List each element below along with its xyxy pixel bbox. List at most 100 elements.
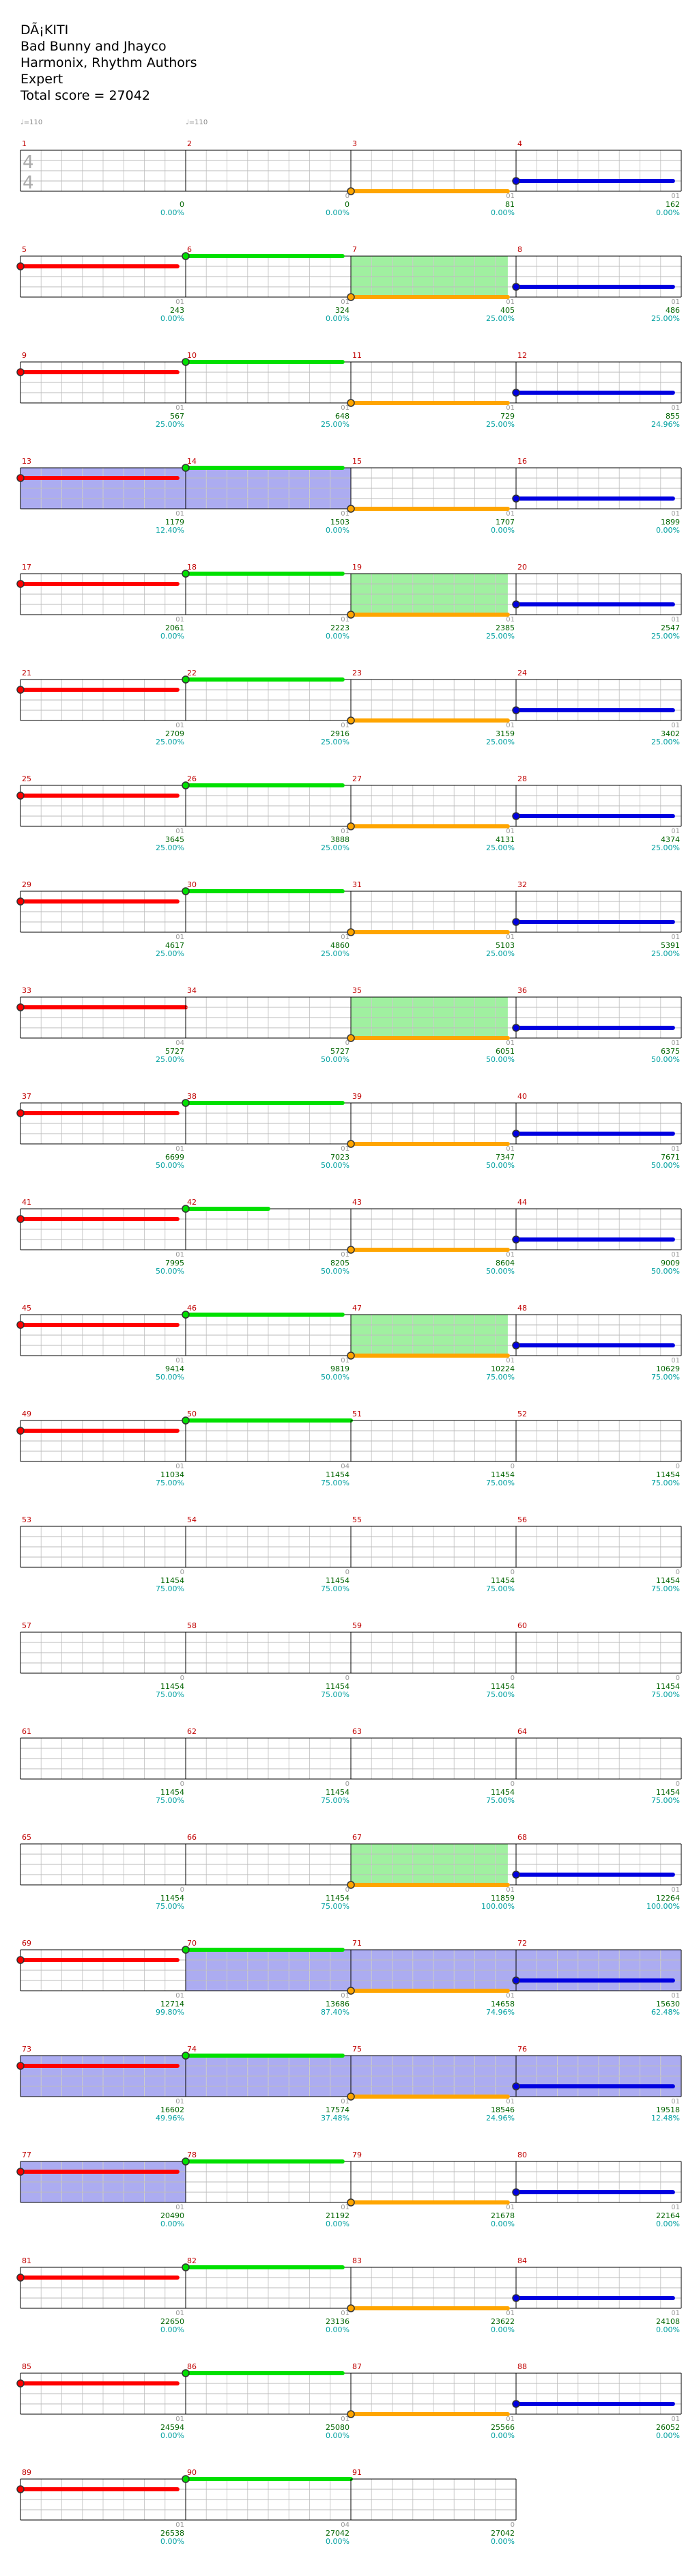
measure-number: 36 bbox=[517, 986, 527, 995]
gem-count: 0 bbox=[675, 1569, 680, 1576]
overdrive-percent: 0.00% bbox=[656, 2431, 680, 2440]
measure-number: 38 bbox=[187, 1092, 197, 1101]
measure-number: 35 bbox=[352, 986, 362, 995]
measure-number: 67 bbox=[352, 1833, 362, 1842]
gem-count: 04 bbox=[341, 2521, 350, 2529]
gem-count: 01 bbox=[341, 2204, 350, 2211]
measure-score: 11034 bbox=[160, 1470, 184, 1479]
measure-score: 2709 bbox=[165, 729, 184, 738]
measure-score: 11454 bbox=[326, 1576, 350, 1585]
staff bbox=[16, 2475, 517, 2521]
gem-count: 01 bbox=[175, 616, 184, 624]
note-gem bbox=[512, 918, 520, 926]
staff bbox=[16, 1416, 682, 1462]
measure-number: 47 bbox=[352, 1304, 362, 1313]
note-gem bbox=[16, 262, 25, 270]
gem-count: 0 bbox=[675, 1675, 680, 1682]
measure-score: 7023 bbox=[330, 1153, 350, 1162]
gem-count: 01 bbox=[175, 828, 184, 835]
chart-authors: Harmonix, Rhythm Authors bbox=[20, 55, 197, 70]
measure-number: 74 bbox=[187, 2045, 197, 2054]
measure-number: 49 bbox=[22, 1410, 31, 1418]
measure-number: 79 bbox=[352, 2151, 362, 2159]
measure-score: 24108 bbox=[656, 2317, 680, 2326]
measure-row: 29 01 4617 25.00% 30 01 4860 25.00% 31 01 5103 25.0… bbox=[16, 880, 683, 988]
measure-number: 15 bbox=[352, 457, 362, 466]
measure-number: 24 bbox=[517, 669, 527, 677]
gem-count: 01 bbox=[671, 1992, 680, 2000]
measure-number: 12 bbox=[517, 351, 527, 360]
note-gem bbox=[16, 1427, 25, 1435]
overdrive-percent: 50.00% bbox=[156, 1373, 184, 1382]
measure-score: 22650 bbox=[160, 2317, 184, 2326]
measure-number: 13 bbox=[22, 457, 31, 466]
gem-count: 0 bbox=[510, 1463, 515, 1470]
measure-number: 84 bbox=[517, 2256, 527, 2265]
gem-count: 0 bbox=[510, 1780, 515, 1788]
overdrive-percent: 75.00% bbox=[486, 1690, 515, 1699]
note-gem bbox=[182, 252, 190, 260]
note-gem bbox=[182, 570, 190, 578]
gem-count: 01 bbox=[175, 404, 184, 412]
gem-count: 0 bbox=[180, 1780, 184, 1788]
measure-row: 9 01 567 25.00% 10 01 648 25.00% 11 01 729 25.00% 12… bbox=[16, 351, 683, 459]
measure-number: 81 bbox=[22, 2256, 31, 2265]
measure-score: 4860 bbox=[330, 941, 350, 950]
overdrive-percent: 50.00% bbox=[651, 1161, 680, 1170]
measure-score: 243 bbox=[170, 306, 184, 315]
measure-score: 405 bbox=[500, 306, 515, 315]
song-title: DÃ¡KITI bbox=[20, 23, 69, 38]
measure-number: 42 bbox=[187, 1198, 197, 1207]
overdrive-percent: 50.00% bbox=[321, 1373, 350, 1382]
note-gem bbox=[347, 822, 355, 830]
staff bbox=[20, 1526, 682, 1568]
overdrive-percent: 0.00% bbox=[491, 2537, 515, 2546]
measure-row: 13 01 1179 12.40% 14 01 1503 0.00% 15 01 1707 0.00%… bbox=[16, 457, 683, 565]
measure-score: 6051 bbox=[496, 1047, 515, 1056]
measure-row: 41 01 7995 50.00% 42 01 8205 50.00% 43 01 8604 50.0… bbox=[16, 1198, 683, 1306]
overdrive-percent: 25.00% bbox=[651, 843, 680, 852]
difficulty-label: Expert bbox=[20, 72, 63, 87]
staff bbox=[16, 2369, 682, 2418]
overdrive-percent: 0.00% bbox=[160, 2431, 184, 2440]
overdrive-percent: 0.00% bbox=[160, 2325, 184, 2334]
measure-score: 855 bbox=[666, 412, 680, 421]
measure-score: 486 bbox=[666, 306, 680, 315]
measure-number: 56 bbox=[517, 1515, 527, 1524]
staff bbox=[16, 1099, 682, 1148]
overdrive-percent: 75.00% bbox=[486, 1373, 515, 1382]
measure-number: 4 bbox=[517, 139, 522, 148]
gem-count: 0 bbox=[180, 1675, 184, 1682]
measure-number: 69 bbox=[22, 1939, 31, 1948]
measure-number: 91 bbox=[352, 2468, 362, 2477]
measure-score: 17574 bbox=[326, 2105, 350, 2114]
overdrive-percent: 75.00% bbox=[321, 1796, 350, 1805]
overdrive-percent: 62.48% bbox=[651, 2008, 680, 2017]
measure-row: 85 01 24594 0.00% 86 01 25080 0.00% 87 01 25566 0.0… bbox=[16, 2362, 683, 2470]
gem-count: 01 bbox=[175, 2416, 184, 2423]
measure-number: 90 bbox=[187, 2468, 197, 2477]
measure-number: 72 bbox=[517, 1939, 527, 1948]
measure-score: 162 bbox=[666, 200, 680, 209]
gem-count: 01 bbox=[175, 510, 184, 518]
overdrive-percent: 75.00% bbox=[156, 1796, 184, 1805]
measure-number: 89 bbox=[22, 2468, 31, 2477]
measure-number: 5 bbox=[22, 245, 27, 254]
overdrive-percent: 50.00% bbox=[651, 1055, 680, 1064]
overdrive-percent: 25.00% bbox=[486, 843, 515, 852]
overdrive-percent: 75.00% bbox=[321, 1479, 350, 1487]
gem-count: 01 bbox=[175, 1992, 184, 2000]
gem-count: 01 bbox=[175, 1145, 184, 1153]
gem-count: 0 bbox=[180, 1886, 184, 1894]
gem-count: 0 bbox=[510, 1569, 515, 1576]
measure-number: 40 bbox=[517, 1092, 527, 1101]
gem-count: 0 bbox=[675, 1780, 680, 1788]
gem-count: 01 bbox=[341, 1251, 350, 1259]
overdrive-percent: 0.00% bbox=[160, 208, 184, 217]
measure-number: 26 bbox=[187, 774, 197, 783]
gem-count: 01 bbox=[671, 722, 680, 729]
measure-score: 22164 bbox=[656, 2211, 680, 2220]
total-score: Total score = 27042 bbox=[20, 88, 150, 103]
measure-score: 1707 bbox=[496, 518, 515, 527]
measure-score: 11454 bbox=[656, 1788, 680, 1797]
